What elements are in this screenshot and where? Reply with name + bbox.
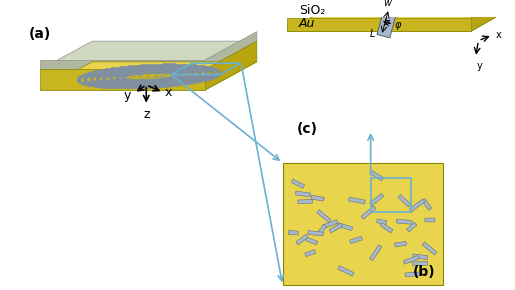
Polygon shape	[305, 250, 316, 257]
Polygon shape	[205, 32, 257, 69]
Polygon shape	[287, 18, 471, 31]
Polygon shape	[471, 3, 497, 31]
Polygon shape	[317, 210, 331, 222]
Polygon shape	[288, 231, 298, 235]
Polygon shape	[329, 223, 342, 233]
Polygon shape	[413, 261, 428, 266]
Polygon shape	[298, 199, 313, 204]
Polygon shape	[422, 242, 437, 255]
Polygon shape	[40, 69, 205, 90]
Polygon shape	[377, 7, 397, 38]
Polygon shape	[40, 41, 257, 69]
Polygon shape	[318, 224, 327, 234]
Polygon shape	[338, 266, 354, 276]
Text: z: z	[144, 108, 150, 122]
Polygon shape	[394, 242, 406, 247]
Polygon shape	[409, 199, 425, 212]
Polygon shape	[471, 10, 497, 31]
Polygon shape	[296, 191, 311, 197]
Text: y: y	[476, 61, 482, 71]
Text: SiO₂: SiO₂	[299, 4, 325, 17]
Polygon shape	[361, 206, 376, 219]
Polygon shape	[370, 171, 384, 181]
Polygon shape	[311, 195, 324, 201]
Polygon shape	[291, 179, 305, 188]
Polygon shape	[376, 219, 387, 224]
Text: x: x	[165, 86, 173, 99]
Polygon shape	[397, 219, 412, 224]
Text: Au: Au	[299, 17, 315, 30]
Polygon shape	[337, 223, 353, 231]
Polygon shape	[287, 25, 471, 31]
Polygon shape	[405, 272, 421, 277]
Text: φ: φ	[394, 20, 401, 30]
Polygon shape	[398, 195, 411, 207]
Text: (b): (b)	[413, 265, 435, 279]
Polygon shape	[308, 231, 323, 236]
Polygon shape	[403, 255, 419, 264]
Polygon shape	[40, 62, 257, 90]
Text: y: y	[124, 89, 131, 102]
Polygon shape	[350, 236, 363, 244]
Polygon shape	[287, 16, 497, 31]
Polygon shape	[296, 234, 308, 245]
Polygon shape	[380, 222, 393, 233]
Bar	[371, 178, 410, 212]
Polygon shape	[425, 218, 435, 222]
Polygon shape	[406, 222, 417, 232]
Polygon shape	[205, 41, 257, 90]
Polygon shape	[370, 193, 384, 206]
Text: (a): (a)	[29, 27, 51, 41]
Polygon shape	[322, 220, 338, 229]
Text: w: w	[383, 0, 391, 8]
Polygon shape	[40, 60, 205, 69]
Polygon shape	[422, 199, 432, 210]
Polygon shape	[413, 254, 428, 260]
Text: L: L	[369, 29, 375, 39]
Bar	[283, 163, 442, 285]
Text: x: x	[495, 30, 501, 40]
Polygon shape	[349, 197, 365, 204]
Polygon shape	[305, 237, 318, 245]
Text: (c): (c)	[297, 122, 318, 136]
Polygon shape	[287, 16, 497, 31]
Polygon shape	[369, 245, 382, 260]
